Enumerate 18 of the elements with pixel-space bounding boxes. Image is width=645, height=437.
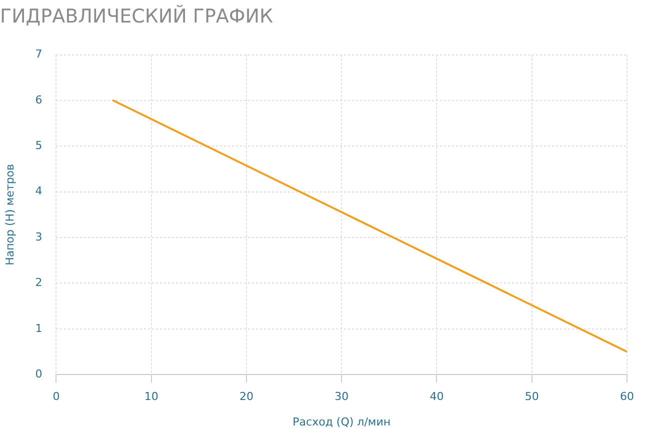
y-tick-label: 6	[35, 93, 42, 106]
y-tick-label: 2	[35, 276, 42, 290]
x-tick-label: 20	[239, 390, 254, 404]
chart-title: ГИДРАВЛИЧЕСКИЙ ГРАФИК	[0, 4, 274, 28]
x-axis-title: Расход (Q) л/мин	[292, 415, 391, 428]
y-tick-label: 1	[35, 322, 42, 335]
x-tick-label: 10	[144, 390, 158, 404]
y-tick-label: 5	[35, 139, 42, 152]
x-tick-label: 60	[620, 390, 634, 404]
x-tick-label: 50	[524, 390, 539, 404]
y-tick-label: 3	[35, 230, 42, 244]
x-tick-label: 30	[334, 390, 349, 404]
x-tick-label: 40	[430, 390, 444, 404]
y-axis-title: Напор (H) метров	[3, 164, 16, 266]
y-tick-label: 4	[35, 184, 42, 198]
x-tick-label: 0	[52, 390, 60, 404]
y-tick-label: 0	[35, 367, 42, 380]
y-tick-label: 7	[35, 48, 42, 61]
